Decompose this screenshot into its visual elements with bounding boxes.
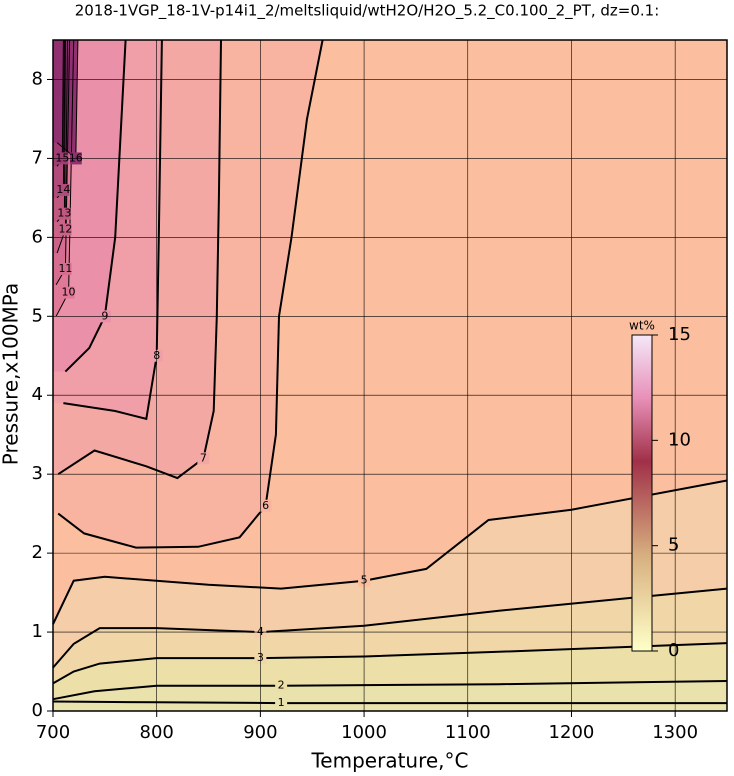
contour-label-bg [59,262,72,275]
contour-line [52,479,728,625]
chart-title: 2018-1VGP_18-1V-p14i1_2/meltsliquid/wtH2… [75,2,660,21]
contour-line [52,587,728,669]
x-axis-label: Temperature,°C [310,749,468,773]
y-tick-label: 3 [32,463,43,484]
contour-line [63,39,163,421]
contour-label-bg [59,223,72,236]
contour-label: 16 [69,151,83,164]
contour-label: 15 [55,151,69,164]
y-tick-label: 0 [32,700,43,721]
contour-label-bg [57,183,70,196]
contour-label-bg [275,697,288,710]
y-tick-label: 4 [32,384,43,405]
contour-label-bg [58,207,71,220]
contour-label-bg [62,286,75,299]
colorbar [631,334,653,652]
x-tick-label: 1100 [445,722,491,743]
y-tick-label: 5 [32,305,43,326]
contour-label: 12 [58,222,72,235]
contour-label-bg [197,452,210,465]
colorbar-tick-label: 10 [668,429,691,450]
y-tick-label: 7 [32,147,43,168]
contour-label: 6 [262,499,269,512]
y-tick-label: 6 [32,226,43,247]
y-tick-label: 8 [32,68,43,89]
contour-label: 14 [56,183,70,196]
x-tick-label: 1200 [549,722,595,743]
colorbar-tick-label: 15 [668,324,691,345]
contour-line [52,680,728,701]
contour-label-bg [259,499,272,512]
colorbar-tick-label: 0 [668,640,679,661]
y-tick-label: 1 [32,621,43,642]
contour-line [52,642,728,685]
x-tick-label: 900 [243,722,277,743]
contour-label: 7 [200,451,207,464]
x-tick-label: 700 [36,722,70,743]
x-tick-label: 1000 [341,722,387,743]
contour-label: 13 [57,207,71,220]
contour-label: 2 [278,679,285,692]
x-tick-label: 1300 [652,722,698,743]
plot-frame [52,39,728,712]
colorbar-label: wt% [629,319,655,333]
contour-label: 1 [278,696,285,709]
contour-label: 11 [58,262,72,275]
x-tick-label: 800 [140,722,174,743]
contour-label: 9 [101,309,108,322]
y-axis-label: Pressure,x100MPa [0,283,23,465]
colorbar-tick-label: 5 [668,535,679,556]
contour-label: 10 [62,286,76,299]
y-tick-label: 2 [32,542,43,563]
contour-label-bg [275,679,288,692]
